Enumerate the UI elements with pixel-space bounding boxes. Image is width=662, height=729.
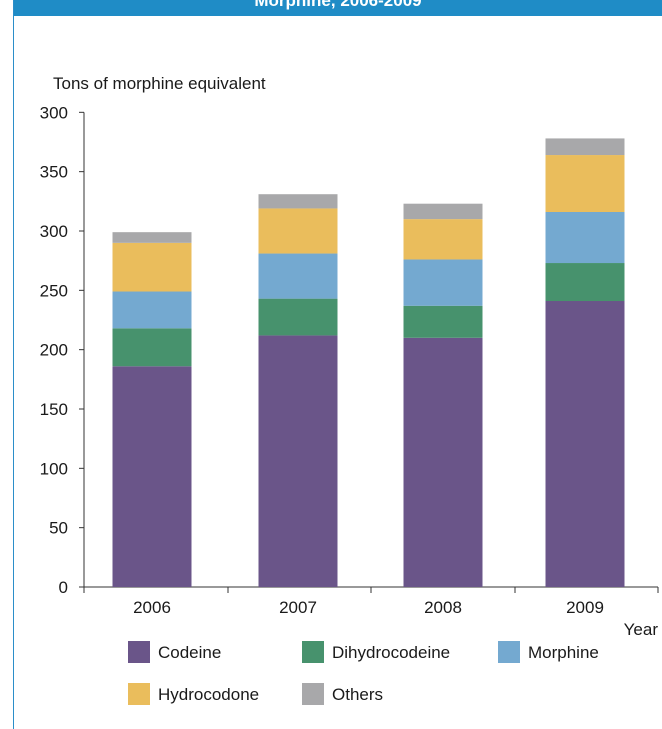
title-bar: Morphine, 2006-2009 (14, 0, 662, 16)
y-axis-label: Tons of morphine equivalent (53, 74, 266, 93)
bar-segment-dihydrocodeine-2007 (258, 298, 338, 336)
x-tick-label: 2007 (279, 598, 317, 617)
legend: Codeine Dihydrocodeine Morphine Hydrocodone… (128, 641, 599, 705)
legend-swatch (302, 641, 324, 663)
y-tick-label: 200 (40, 341, 68, 360)
chart-title: Morphine, 2006-2009 (254, 0, 422, 10)
bar-segment-others-2006 (112, 232, 192, 243)
y-tick-label: 50 (49, 519, 68, 538)
frame-left-border (13, 0, 14, 729)
bar-segment-morphine-2009 (545, 212, 625, 264)
x-axis-label: Year (624, 620, 659, 639)
legend-swatch (498, 641, 520, 663)
legend-swatch (128, 683, 150, 705)
bar-segment-dihydrocodeine-2008 (403, 305, 483, 338)
x-tick-label: 2008 (424, 598, 462, 617)
bar-segment-hydrocodone-2009 (545, 155, 625, 213)
bars (112, 138, 625, 587)
bar-segment-codeine-2009 (545, 301, 625, 587)
legend-label: Morphine (528, 643, 599, 662)
legend-item-morphine: Morphine (498, 641, 599, 663)
x-tick-label: 2006 (133, 598, 171, 617)
bar-segment-morphine-2008 (403, 259, 483, 306)
bar-segment-hydrocodone-2008 (403, 219, 483, 260)
legend-item-others: Others (302, 683, 383, 705)
legend-label: Codeine (158, 643, 221, 662)
y-tick-label: 250 (40, 281, 68, 300)
bar-segment-codeine-2007 (258, 335, 338, 587)
y-tick-label: 350 (40, 163, 68, 182)
legend-label: Others (332, 685, 383, 704)
legend-swatch (128, 641, 150, 663)
y-tick-label: 100 (40, 459, 68, 478)
bar-segment-others-2009 (545, 138, 625, 156)
legend-label: Hydrocodone (158, 685, 259, 704)
bar-segment-codeine-2008 (403, 337, 483, 587)
bar-segment-others-2007 (258, 194, 338, 209)
legend-item-hydrocodone: Hydrocodone (128, 683, 259, 705)
bar-segment-dihydrocodeine-2009 (545, 263, 625, 302)
x-tick-label: 2009 (566, 598, 604, 617)
legend-swatch (302, 683, 324, 705)
bar-segment-codeine-2006 (112, 366, 192, 587)
y-tick-label: 150 (40, 400, 68, 419)
legend-item-dihydrocodeine: Dihydrocodeine (302, 641, 450, 663)
bar-segment-others-2008 (403, 203, 483, 220)
legend-item-codeine: Codeine (128, 641, 221, 663)
y-tick-label: 300 (40, 103, 68, 122)
y-tick-label: 0 (59, 578, 68, 597)
bar-segment-hydrocodone-2006 (112, 242, 192, 292)
bar-segment-dihydrocodeine-2006 (112, 328, 192, 367)
bar-segment-hydrocodone-2007 (258, 208, 338, 254)
bar-segment-morphine-2006 (112, 291, 192, 329)
y-tick-label: 300 (40, 222, 68, 241)
bar-segment-morphine-2007 (258, 253, 338, 299)
legend-label: Dihydrocodeine (332, 643, 450, 662)
